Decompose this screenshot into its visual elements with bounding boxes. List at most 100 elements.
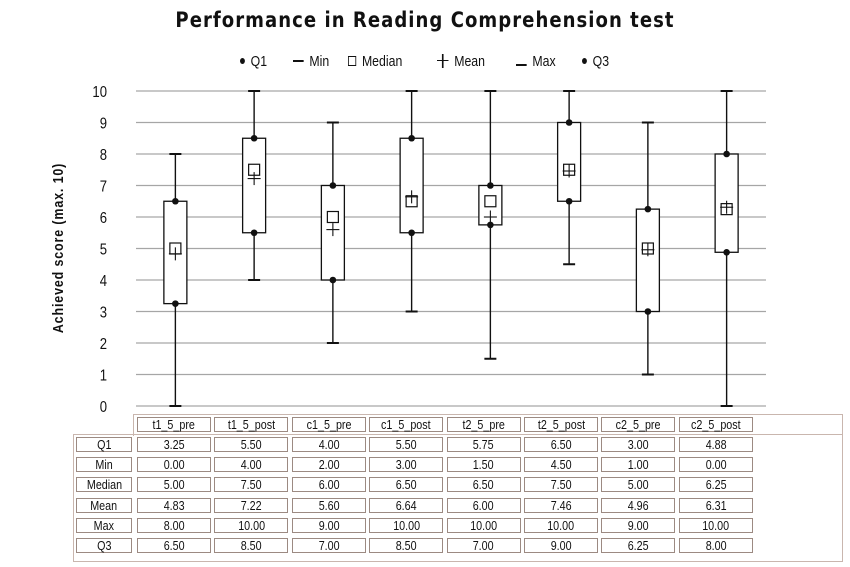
- row-label-text: Q1: [96, 438, 112, 452]
- table-cell: 8.00: [678, 538, 753, 553]
- table-cell: 4.00: [214, 457, 289, 473]
- q3-dot: [565, 119, 573, 126]
- table-cell: 5.00: [601, 477, 676, 493]
- table-cell: 9.00: [291, 517, 366, 533]
- iqr-box: [556, 121, 582, 202]
- column-header: t1_5_post: [214, 417, 289, 432]
- q1-dot: [487, 221, 494, 229]
- q3-dot: [172, 197, 179, 205]
- y-tick-label: 10: [92, 84, 107, 101]
- y-tick-label: 2: [100, 336, 107, 353]
- table-cell-text: 4.50: [550, 458, 572, 473]
- y-tick-label: 1: [100, 367, 107, 384]
- table-cell: 6.50: [524, 437, 598, 452]
- table-cell: 6.25: [678, 477, 753, 493]
- table-cell: 6.25: [601, 538, 676, 553]
- y-tick-label: 4: [100, 273, 107, 290]
- iqr-box: [399, 137, 424, 234]
- table-cell: 10.00: [524, 517, 598, 533]
- table-cell-text: 5.00: [627, 478, 649, 493]
- table-cell: 7.00: [446, 538, 521, 553]
- q3-dot: [644, 205, 652, 213]
- table-cell-text: 4.88: [705, 438, 727, 452]
- column-header-text: c1_5_post: [381, 418, 431, 432]
- table-cell-text: 8.50: [395, 539, 417, 553]
- y-tick-label: 0: [100, 399, 107, 416]
- table-cell: 7.50: [524, 477, 598, 493]
- legend-label: Mean: [454, 52, 485, 70]
- dash-icon: [516, 64, 527, 66]
- legend-item-q3: Q3: [582, 51, 609, 71]
- table-cell: 5.50: [214, 437, 289, 452]
- row-label: Median: [76, 477, 132, 493]
- chart-legend: Q1 Min Median Mean Max Q3: [0, 51, 850, 71]
- table-cell-text: 10.00: [237, 518, 265, 533]
- table-cell: 10.00: [214, 517, 289, 533]
- q3-dot: [250, 134, 258, 142]
- legend-item-q1: Q1: [240, 51, 267, 71]
- table-cell: 2.00: [291, 457, 366, 473]
- table-cell-text: 4.96: [627, 498, 649, 513]
- table-cell-text: 1.50: [473, 458, 495, 473]
- table-cell-text: 4.83: [163, 498, 185, 513]
- table-cell-text: 4.00: [318, 438, 340, 452]
- dash-icon: [293, 60, 304, 62]
- table-cell-text: 3.25: [163, 438, 185, 452]
- table-cell-text: 7.22: [240, 498, 262, 513]
- iqr-box: [635, 208, 661, 313]
- row-label: Min: [76, 457, 132, 473]
- q3-dot: [329, 182, 337, 189]
- table-cell: 6.00: [291, 477, 366, 493]
- table-cell: 6.31: [678, 497, 753, 513]
- row-label: Max: [76, 517, 132, 533]
- table-cell-text: 10.00: [702, 518, 730, 533]
- table-cell: 6.50: [137, 538, 211, 553]
- table-cell-text: 6.25: [627, 539, 649, 553]
- table-header-frame: [133, 414, 843, 436]
- legend-label: Min: [309, 52, 330, 70]
- table-body-frame: [73, 434, 843, 562]
- row-label: Q3: [76, 538, 132, 553]
- table-cell-text: 7.46: [550, 498, 572, 513]
- table-cell: 9.00: [524, 538, 598, 553]
- table-cell: 10.00: [446, 517, 521, 533]
- column-header: t1_5_pre: [137, 417, 211, 432]
- table-cell: 0.00: [137, 457, 211, 473]
- table-cell-text: 7.50: [550, 478, 572, 493]
- column-header-text: t2_5_pre: [462, 418, 505, 432]
- table-cell: 3.00: [369, 457, 444, 473]
- table-cell: 0.00: [678, 457, 753, 473]
- table-cell: 7.50: [214, 477, 289, 493]
- q3-dot: [408, 134, 415, 142]
- table-cell-text: 6.64: [395, 498, 417, 513]
- table-cell: 5.75: [446, 437, 521, 452]
- q1-dot: [644, 308, 652, 315]
- table-cell: 4.83: [137, 497, 211, 513]
- table-cell: 8.00: [137, 517, 211, 533]
- table-cell-text: 10.00: [547, 518, 575, 533]
- table-cell: 4.00: [291, 437, 366, 452]
- q1-dot: [250, 229, 258, 237]
- table-cell-text: 0.00: [705, 458, 727, 473]
- legend-item-median: Median: [348, 51, 402, 71]
- row-label-text: Max: [93, 518, 115, 533]
- table-cell-text: 7.50: [240, 478, 262, 493]
- column-header-text: c2_5_post: [690, 418, 741, 432]
- legend-label: Max: [532, 52, 556, 70]
- column-header: c1_5_post: [369, 417, 444, 432]
- q1-dot: [329, 276, 337, 284]
- table-cell-text: 5.00: [163, 478, 185, 493]
- table-cell-text: 6.00: [318, 478, 340, 493]
- table-cell-text: 9.00: [627, 518, 649, 533]
- table-cell: 5.60: [291, 497, 366, 513]
- table-cell: 5.00: [137, 477, 211, 493]
- y-tick-label: 8: [100, 147, 107, 164]
- q1-dot: [723, 248, 730, 256]
- chart-title: Performance in Reading Comprehension tes…: [175, 8, 675, 32]
- row-label-text: Min: [95, 458, 113, 473]
- table-cell-text: 5.50: [395, 438, 417, 452]
- column-header-text: t2_5_post: [537, 418, 585, 432]
- table-cell: 6.50: [446, 477, 521, 493]
- y-tick-label: 5: [100, 241, 107, 258]
